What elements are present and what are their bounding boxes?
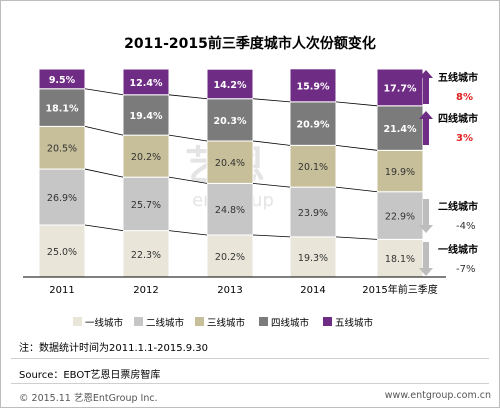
bar-segment — [289, 68, 337, 103]
bar-segment — [122, 94, 170, 136]
bar-segment — [38, 68, 86, 90]
bar-segment — [206, 98, 254, 142]
bar-segment — [38, 168, 86, 226]
data-label: 15.9% — [297, 81, 330, 92]
connector-line — [84, 224, 124, 232]
connector-line — [168, 134, 208, 142]
annotation-change: 8% — [456, 92, 473, 103]
data-label: 20.4% — [215, 158, 245, 169]
data-label: 20.1% — [298, 162, 328, 173]
bar-segment — [289, 236, 337, 278]
footnote: 注：数据统计时间为2011.1.1-2015.9.30 — [19, 343, 209, 354]
connector-line — [335, 236, 378, 240]
bar-segment — [376, 191, 424, 240]
bar-segment — [38, 125, 86, 170]
bar-segment — [206, 68, 254, 100]
arrow-up-icon — [419, 70, 433, 104]
legend-swatch — [73, 317, 82, 326]
connector-line — [84, 168, 124, 178]
legend-label: 三线城市 — [207, 317, 246, 329]
bar-segment — [122, 68, 170, 96]
stacked-bar-chart: 艺恩entgroup25.0%26.9%20.5%18.1%9.5%22.3%2… — [23, 68, 478, 329]
legend-label: 五线城市 — [335, 317, 374, 329]
bar-segment — [376, 68, 424, 107]
annotation-change: 3% — [456, 133, 473, 144]
connector-line — [84, 126, 124, 136]
legend-label: 四线城市 — [271, 317, 310, 329]
bar-segment — [376, 149, 424, 193]
arrow-down-icon — [419, 242, 433, 276]
annotation-change: -7% — [456, 264, 475, 275]
legend-swatch — [259, 317, 268, 326]
arrow-down-icon — [419, 199, 433, 233]
annotation-label: 五线城市 — [438, 71, 478, 84]
connector-line — [252, 183, 291, 188]
annotation-label: 二线城市 — [438, 200, 478, 213]
bar-segment — [289, 101, 337, 146]
data-label: 22.9% — [385, 212, 415, 223]
data-label: 25.0% — [47, 247, 77, 258]
data-label: 12.4% — [130, 78, 163, 89]
data-label: 24.8% — [215, 205, 245, 216]
connector-line — [84, 88, 124, 96]
connector-line — [335, 186, 378, 193]
x-tick-label: 2015年前三季度 — [362, 283, 437, 296]
connector-line — [168, 230, 208, 236]
x-tick-label: 2012 — [133, 285, 158, 296]
data-label: 21.4% — [384, 124, 417, 135]
arrow-up-icon — [419, 111, 433, 145]
connector-line — [335, 101, 378, 107]
connector-line — [252, 234, 291, 238]
data-label: 19.4% — [130, 111, 163, 122]
bar-segment — [289, 144, 337, 188]
data-label: 20.2% — [215, 252, 245, 263]
legend-swatch — [323, 317, 332, 326]
data-label: 17.7% — [384, 83, 417, 94]
bar-segment — [376, 105, 424, 151]
x-tick-label: 2013 — [217, 285, 242, 296]
data-label: 20.3% — [214, 116, 247, 127]
data-label: 23.9% — [298, 208, 328, 219]
legend-swatch — [195, 317, 204, 326]
annotation-label: 四线城市 — [438, 112, 478, 125]
connector-line — [252, 98, 291, 103]
data-label: 20.2% — [131, 152, 161, 163]
annotation-label: 一线城市 — [438, 243, 478, 256]
data-label: 9.5% — [49, 75, 76, 86]
bar-segment — [289, 186, 337, 238]
x-tick-label: 2014 — [300, 285, 325, 296]
connector-line — [168, 94, 208, 100]
divider — [11, 358, 489, 359]
data-label: 19.9% — [385, 167, 415, 178]
legend-swatch — [134, 317, 143, 326]
bar-segment — [122, 134, 170, 178]
legend-label: 二线城市 — [146, 317, 185, 329]
data-label: 19.3% — [298, 253, 328, 264]
source-text: Source：EBOT艺恩日票房智库 — [19, 370, 161, 381]
bar-segment — [122, 176, 170, 232]
copyright-text: © 2015.11 艺恩EntGroup Inc. — [19, 393, 158, 404]
annotation-change: -4% — [456, 221, 475, 232]
data-label: 25.7% — [131, 200, 161, 211]
data-label: 18.1% — [46, 104, 79, 115]
legend-label: 一线城市 — [85, 317, 124, 329]
connector-line — [252, 140, 291, 146]
data-label: 20.9% — [297, 120, 330, 131]
website-link[interactable]: www.entgroup.com.cn — [384, 390, 491, 401]
divider — [11, 383, 489, 384]
connector-line — [335, 144, 378, 151]
data-label: 26.9% — [47, 193, 77, 204]
data-label: 14.2% — [214, 80, 247, 91]
bar-segment — [206, 140, 254, 184]
chart-title: 2011-2015前三季度城市人次份额变化 — [124, 36, 376, 52]
connector-line — [168, 176, 208, 184]
data-label: 18.1% — [385, 254, 415, 265]
data-label: 22.3% — [131, 250, 161, 261]
bar-segment — [206, 182, 254, 236]
data-label: 20.5% — [47, 144, 77, 155]
x-tick-label: 2011 — [49, 285, 74, 296]
